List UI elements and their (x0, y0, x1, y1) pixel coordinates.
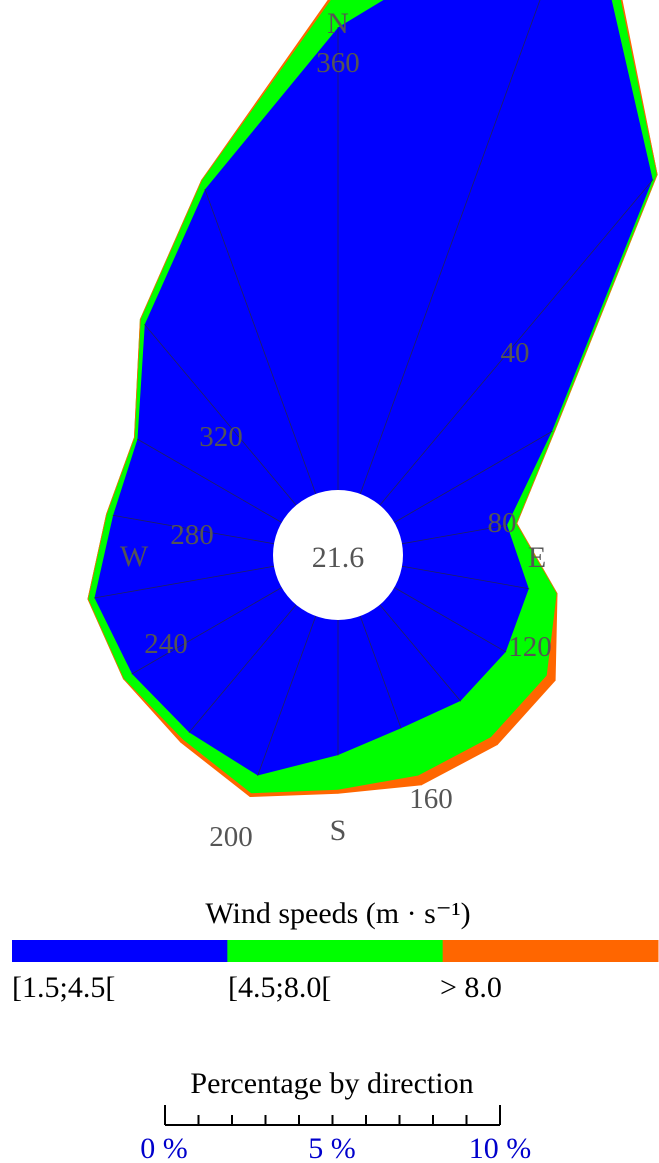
degree-label-360: 360 (316, 47, 360, 79)
sector-line-240 (131, 587, 282, 675)
sector-line-40 (379, 179, 654, 506)
sector-line-300 (136, 438, 282, 523)
degree-label-200: 200 (209, 821, 253, 853)
wedge-8-0-220 (123, 678, 184, 743)
percentage-scale: 0 % 5 % 10 % (140, 1105, 531, 1163)
compass-E: E (528, 541, 546, 574)
wind-rose-wedges (87, 0, 658, 797)
sector-line-320 (144, 323, 297, 506)
scale-title: Percentage by direction (190, 1067, 473, 1100)
compass-W: W (120, 540, 149, 573)
degree-label-120: 120 (508, 631, 552, 663)
wedge-8-0-340 (201, 0, 331, 181)
sector-line-80 (401, 524, 508, 545)
wedge-8-0-20 (620, 0, 658, 176)
degree-label-320: 320 (199, 421, 243, 453)
sector-line-340 (204, 188, 317, 495)
legend-label-4-5-8-0: [4.5;8.0[ (228, 971, 331, 1004)
compass-labels: N E S W (120, 7, 546, 847)
sector-line-280 (112, 514, 275, 545)
sector-line-140 (379, 604, 462, 702)
legend-swatch-8-0 (442, 940, 659, 962)
sector-line-60 (394, 430, 553, 523)
scale-tick-label: 5 % (308, 1132, 356, 1163)
degree-labels: 360 40 80 120 160 200 240 280 320 (144, 47, 552, 853)
sector-line-100 (401, 565, 530, 590)
sector-line-160 (359, 615, 402, 729)
sector-line-120 (394, 587, 507, 653)
calm-circle (273, 490, 403, 620)
sector-line-200 (257, 615, 317, 777)
legend-label-8-0: > 8.0 (440, 971, 502, 1004)
wind-rose-sector-lines (93, 0, 654, 777)
sector-line-220 (188, 604, 297, 733)
degree-label-80: 80 (488, 507, 517, 539)
compass-N: N (327, 7, 349, 40)
legend-title: Wind speeds (m · s⁻¹) (205, 897, 470, 930)
degree-label-160: 160 (409, 783, 453, 815)
wedge-4-5-8-0-340 (201, 0, 339, 190)
compass-S: S (330, 814, 347, 847)
sector-line-20 (359, 0, 541, 495)
legend-swatch-4-5-8-0 (227, 940, 444, 962)
speed-legend: [1.5;4.5[ [4.5;8.0[ > 8.0 (12, 940, 659, 1004)
scale-tick-label: 10 % (469, 1132, 532, 1163)
legend-label-1-5-4-5: [1.5;4.5[ (12, 971, 115, 1004)
sector-line-260 (93, 565, 275, 599)
scale-tick-label: 0 % (140, 1132, 188, 1163)
legend-swatch-1-5-4-5 (12, 940, 228, 962)
degree-label-280: 280 (170, 519, 214, 551)
degree-label-40: 40 (501, 337, 530, 369)
calm-value: 21.6 (312, 541, 365, 574)
degree-label-240: 240 (144, 628, 188, 660)
